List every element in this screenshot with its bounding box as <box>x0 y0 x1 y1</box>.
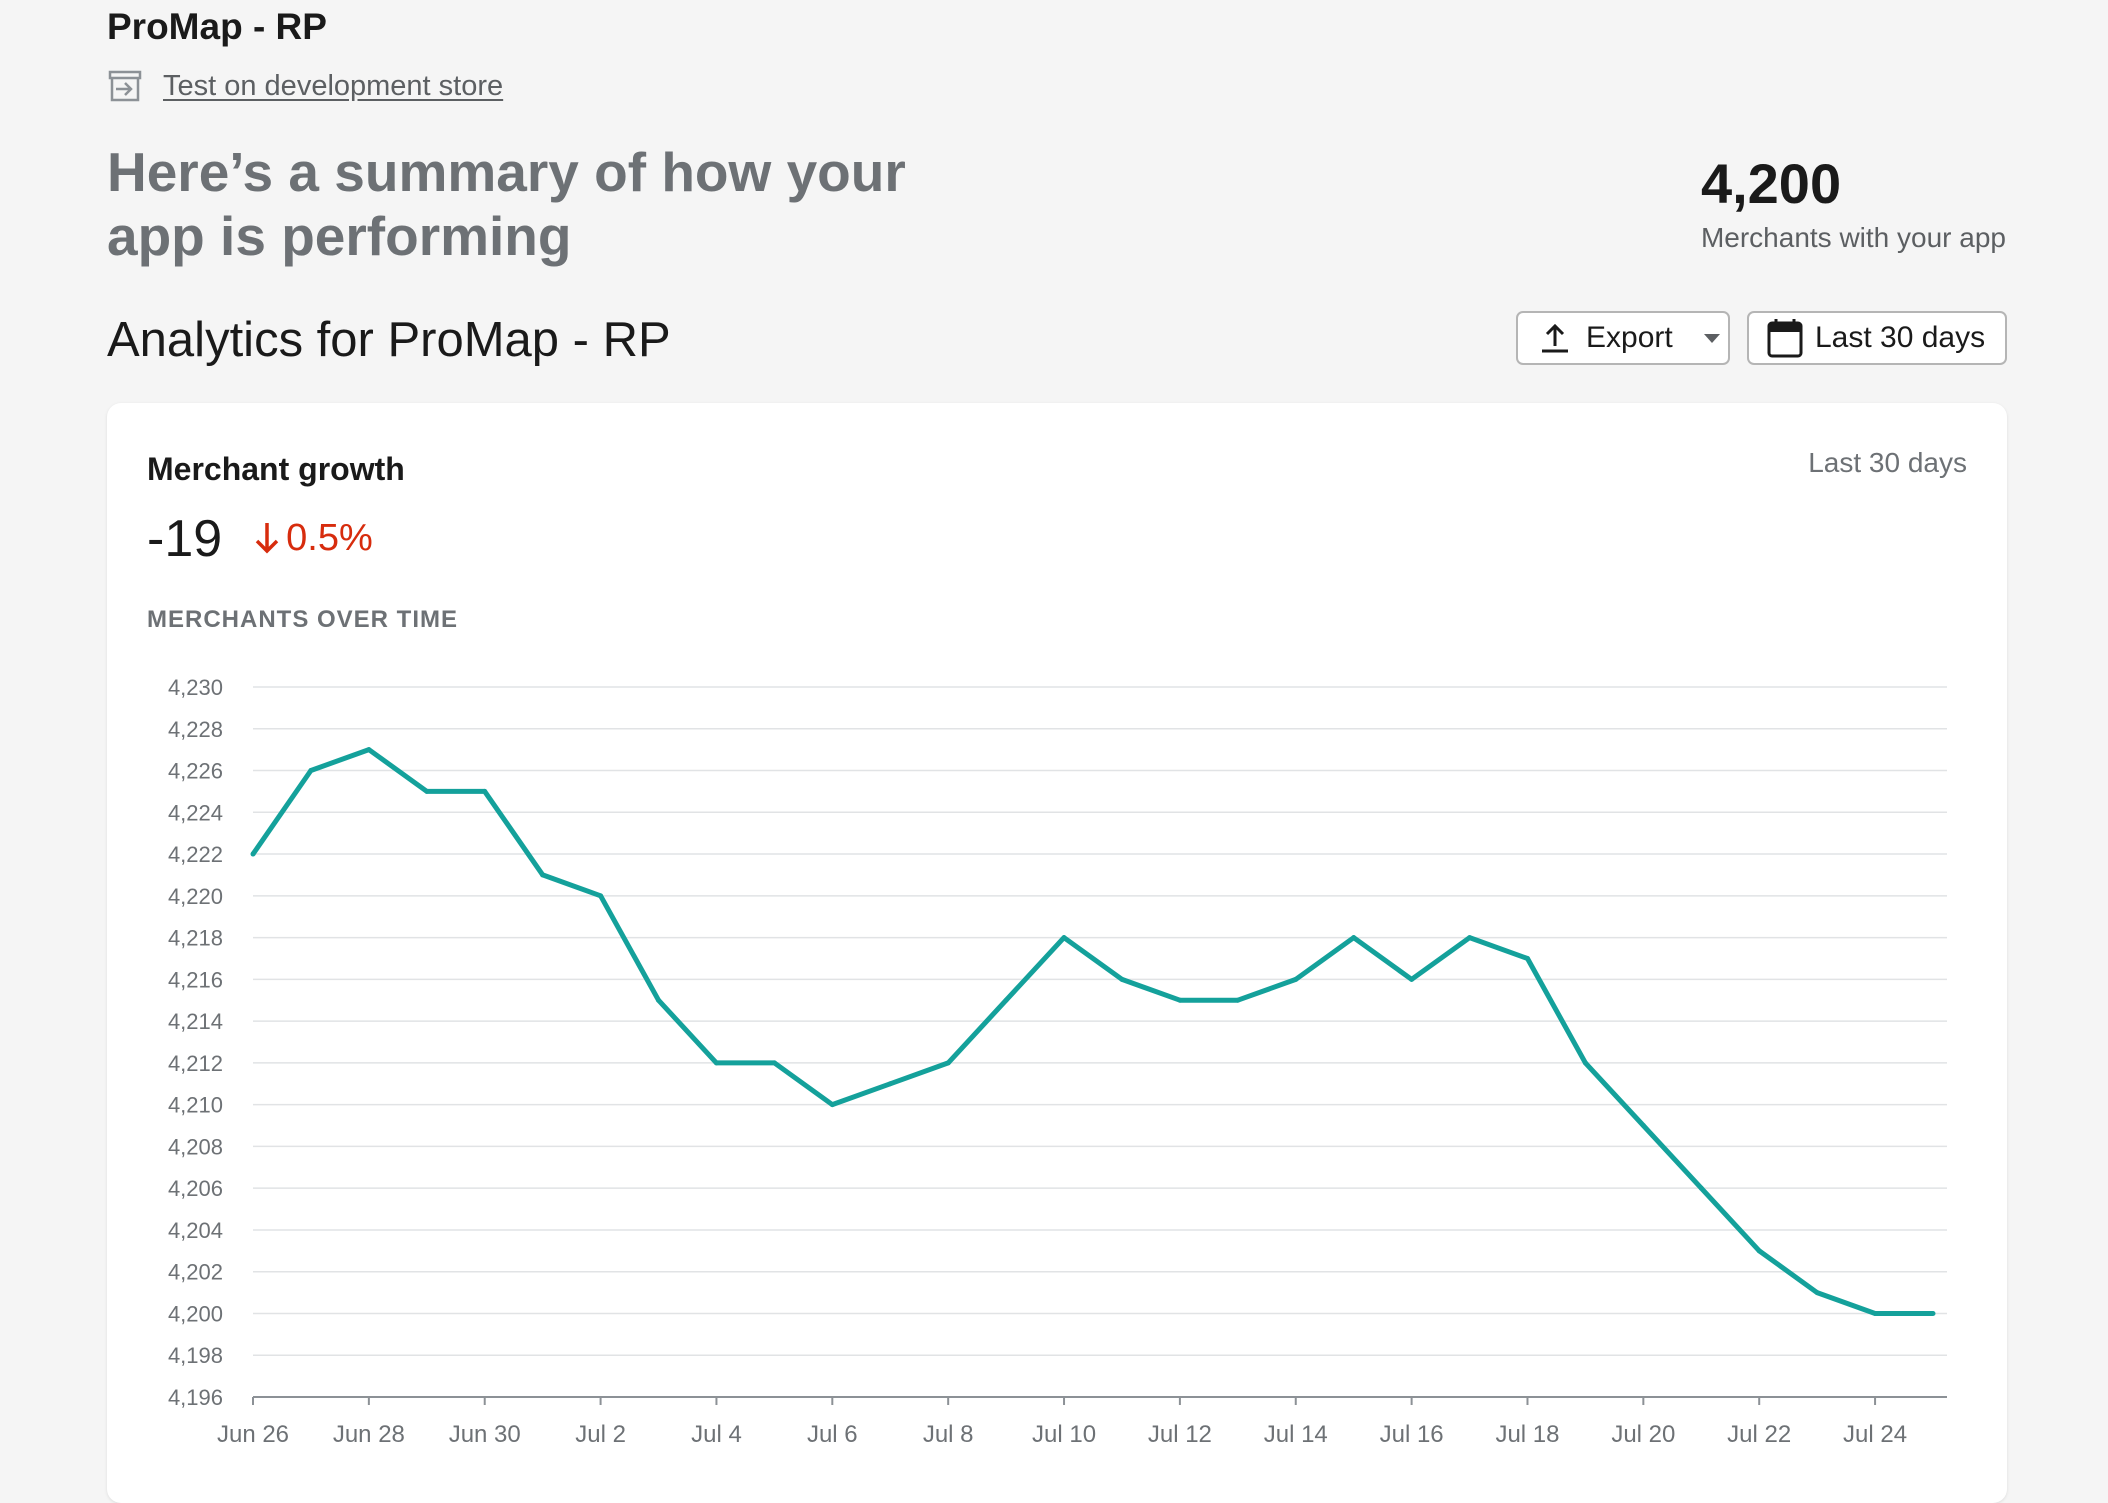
x-tick-label: Jul 2 <box>575 1421 626 1448</box>
merchant-growth-card: Merchant growth Last 30 days -19 0.5% ME… <box>107 403 2007 1503</box>
export-button[interactable]: Export <box>1516 311 1730 365</box>
x-tick-label: Jun 28 <box>333 1421 405 1448</box>
export-label: Export <box>1586 321 1673 354</box>
data-point <box>656 997 662 1003</box>
metric-value: -19 <box>147 510 223 568</box>
y-tick-label: 4,220 <box>168 884 223 909</box>
chart-label: MERCHANTS OVER TIME <box>147 606 459 633</box>
y-tick-label: 4,230 <box>168 675 223 700</box>
y-tick-label: 4,226 <box>168 759 223 784</box>
dev-store-link-text[interactable]: Test on development store <box>163 69 504 102</box>
data-point <box>482 788 488 794</box>
x-tick-label: Jul 12 <box>1148 1421 1212 1448</box>
data-point <box>1582 1060 1588 1066</box>
data-point <box>945 1060 951 1066</box>
data-point <box>598 893 604 899</box>
data-point <box>1293 976 1299 982</box>
data-point <box>1119 976 1125 982</box>
y-tick-label: 4,200 <box>168 1301 223 1326</box>
merchants-count: 4,200 <box>1700 152 1842 215</box>
dev-store-link[interactable]: Test on development store <box>107 68 503 104</box>
data-point <box>887 1081 893 1087</box>
x-tick-label: Jul 16 <box>1380 1421 1444 1448</box>
y-tick-label: 4,210 <box>168 1093 223 1118</box>
card-title: Merchant growth <box>147 451 405 487</box>
data-point <box>366 747 372 753</box>
upload-icon <box>1542 323 1568 353</box>
data-point <box>1409 976 1415 982</box>
y-tick-label: 4,206 <box>168 1176 223 1201</box>
x-tick-label: Jul 14 <box>1264 1421 1328 1448</box>
data-point <box>308 768 314 774</box>
store-arrow-icon <box>108 70 142 102</box>
x-tick-label: Jun 30 <box>449 1421 521 1448</box>
x-tick-label: Jul 4 <box>691 1421 742 1448</box>
merchants-stat: 4,200 Merchants with your app <box>1701 150 2006 254</box>
data-point <box>1698 1185 1704 1191</box>
data-point <box>1235 997 1241 1003</box>
y-tick-label: 4,224 <box>168 800 223 825</box>
merchants-label: Merchants with your app <box>1700 222 2006 253</box>
data-point <box>1524 955 1530 961</box>
y-tick-label: 4,216 <box>168 967 223 992</box>
analytics-title: Analytics for ProMap - RP <box>107 313 671 367</box>
data-point <box>1351 935 1357 941</box>
metric-change: 0.5% <box>252 517 373 560</box>
data-point <box>1177 997 1183 1003</box>
y-tick-label: 4,198 <box>168 1343 223 1368</box>
date-range-label: Last 30 days <box>1815 321 1986 354</box>
app-title: ProMap - RP <box>107 6 327 47</box>
data-point <box>250 851 256 857</box>
data-point <box>424 788 430 794</box>
x-tick-label: Jul 8 <box>923 1421 974 1448</box>
card-period: Last 30 days <box>1808 447 1967 478</box>
data-point <box>1814 1290 1820 1296</box>
data-point <box>1640 1123 1646 1129</box>
y-tick-label: 4,202 <box>168 1260 223 1285</box>
date-range-button[interactable]: Last 30 days <box>1747 311 2007 365</box>
data-point <box>771 1060 777 1066</box>
data-point <box>829 1102 835 1108</box>
data-point <box>713 1060 719 1066</box>
y-tick-label: 4,214 <box>168 1009 223 1034</box>
data-point <box>540 872 546 878</box>
x-tick-label: Jul 22 <box>1727 1421 1791 1448</box>
data-point <box>1003 997 1009 1003</box>
y-tick-label: 4,196 <box>168 1385 223 1410</box>
growth-metric: -19 0.5% <box>147 509 373 569</box>
metric-change-value: 0.5% <box>286 516 373 559</box>
y-tick-label: 4,212 <box>168 1051 223 1076</box>
y-tick-label: 4,228 <box>168 717 223 742</box>
y-tick-label: 4,208 <box>168 1134 223 1159</box>
x-tick-label: Jul 24 <box>1843 1421 1907 1448</box>
merchants-line-chart: 4,196 4,198 4,200 4,202 4,204 4,206 4,208 4,210… <box>168 675 1947 1448</box>
x-tick-label: Jun 26 <box>217 1421 289 1448</box>
y-tick-label: 4,204 <box>168 1218 223 1243</box>
arrow-down-icon <box>255 523 279 554</box>
calendar-icon <box>1767 319 1803 358</box>
series-line-merchants <box>250 747 1933 1316</box>
y-tick-label: 4,222 <box>168 842 223 867</box>
x-tick-label: Jul 10 <box>1032 1421 1096 1448</box>
y-tick-label: 4,218 <box>168 926 223 951</box>
summary-heading: Here’s a summary of how your app is perf… <box>107 141 906 267</box>
data-point <box>1467 935 1473 941</box>
data-point <box>1061 935 1067 941</box>
caret-down-icon <box>1703 334 1720 343</box>
x-tick-label: Jul 6 <box>807 1421 858 1448</box>
x-tick-label: Jul 18 <box>1495 1421 1559 1448</box>
x-tick-label: Jul 20 <box>1611 1421 1675 1448</box>
data-point <box>1930 1310 1936 1316</box>
data-point <box>1756 1248 1762 1254</box>
data-point <box>1872 1310 1878 1316</box>
